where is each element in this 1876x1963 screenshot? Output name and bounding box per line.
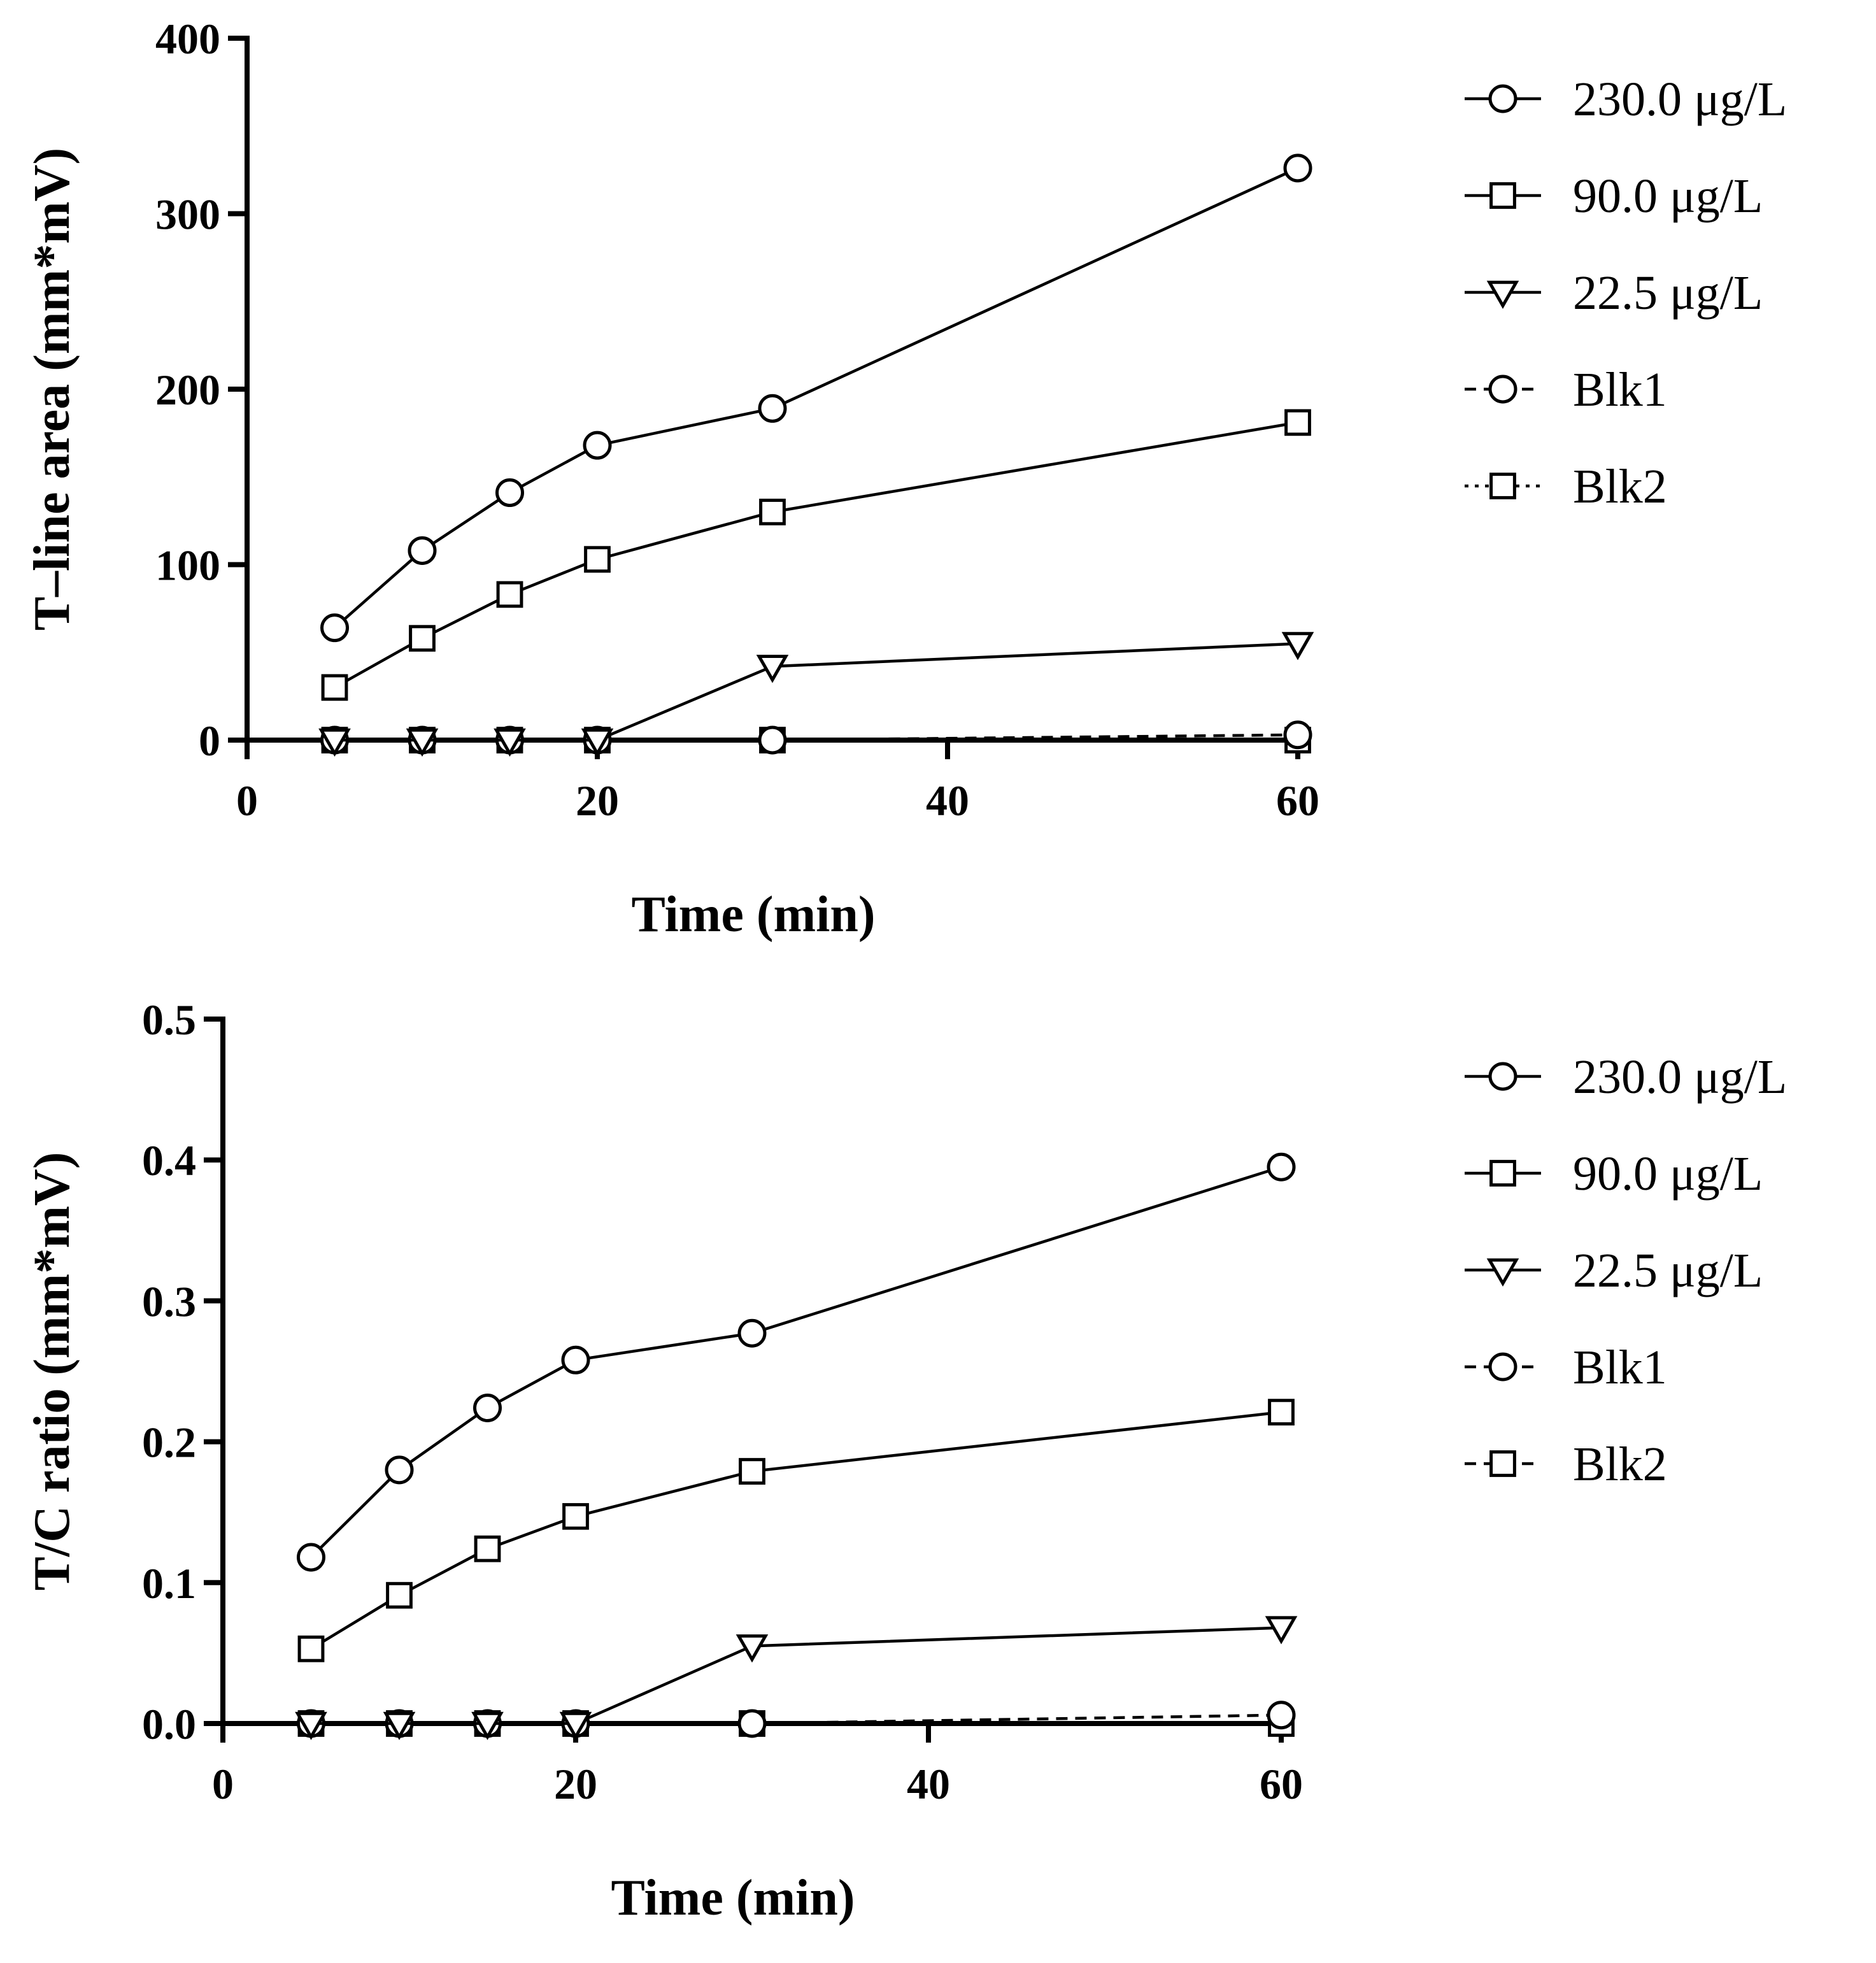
y-tick-label: 400	[155, 15, 220, 63]
data-point	[409, 625, 436, 652]
legend-marker-2	[1486, 280, 1519, 310]
legend-marker-0	[1488, 1062, 1517, 1091]
data-point	[759, 498, 786, 525]
data-point	[474, 1535, 501, 1562]
legend-marker-1	[1489, 182, 1516, 209]
data-point	[758, 394, 787, 423]
data-point	[1267, 1152, 1296, 1181]
y-tick-label: 0.1	[142, 1559, 196, 1608]
data-point	[406, 728, 439, 757]
data-point	[561, 1345, 590, 1374]
x-axis-title: Time (min)	[611, 1870, 855, 1926]
legend-marker-2	[1486, 1258, 1519, 1287]
y-tick-label: 0.4	[142, 1136, 196, 1185]
data-point	[1283, 153, 1312, 183]
x-tick-label: 0	[236, 776, 258, 825]
legend-label-2: 22.5 μg/L	[1573, 1244, 1763, 1297]
y-tick-label: 0	[199, 717, 220, 765]
data-point	[383, 1711, 416, 1741]
legend-marker-1	[1489, 1160, 1516, 1187]
data-point	[1268, 1399, 1295, 1426]
data-point	[295, 1711, 327, 1741]
data-point	[408, 536, 437, 565]
data-point	[758, 725, 787, 755]
legend-marker-0	[1488, 84, 1517, 113]
legend-label-0: 230.0 μg/L	[1573, 73, 1787, 126]
data-point	[1284, 409, 1311, 436]
x-tick-label: 0	[212, 1760, 234, 1808]
data-point	[583, 431, 612, 460]
data-point	[496, 581, 523, 608]
legend-label-3: Blk1	[1573, 363, 1667, 417]
series-line-0	[334, 166, 1298, 629]
legend-label-0: 230.0 μg/L	[1573, 1050, 1787, 1104]
legend-marker-3	[1488, 1352, 1517, 1381]
y-axis-title: T–line area (mm*mV)	[24, 148, 80, 631]
data-point	[320, 613, 349, 643]
y-tick-label: 0.2	[142, 1418, 196, 1467]
data-point	[297, 1635, 325, 1662]
legend-marker-4	[1489, 473, 1516, 499]
series-line-2	[334, 642, 1298, 742]
data-point	[297, 1543, 325, 1572]
series-line-1	[310, 1410, 1282, 1650]
x-tick-label: 60	[1276, 776, 1319, 825]
x-tick-label: 40	[907, 1760, 950, 1808]
data-point	[318, 728, 351, 757]
y-tick-label: 0.0	[142, 1700, 196, 1748]
y-tick-label: 0.5	[142, 996, 196, 1044]
data-point	[737, 1709, 767, 1738]
data-point	[735, 1634, 769, 1663]
series-line-2	[311, 1626, 1282, 1725]
legend-label-2: 22.5 μg/L	[1573, 266, 1763, 320]
data-point	[321, 674, 348, 701]
data-point	[471, 1711, 504, 1741]
data-point	[494, 728, 526, 757]
data-point	[495, 478, 524, 508]
data-point	[1265, 1616, 1298, 1645]
y-tick-label: 300	[155, 190, 220, 239]
data-point	[1283, 720, 1312, 750]
data-point	[385, 1455, 414, 1485]
data-point	[386, 1581, 413, 1609]
data-point	[1281, 632, 1314, 660]
series-line-1	[334, 421, 1298, 689]
data-point	[739, 1458, 765, 1485]
y-tick-label: 200	[155, 366, 220, 414]
data-point	[473, 1394, 502, 1423]
data-point	[559, 1711, 592, 1741]
legend-label-4: Blk2	[1573, 1438, 1667, 1491]
x-tick-label: 20	[554, 1760, 597, 1808]
legend-label-4: Blk2	[1573, 460, 1667, 513]
x-axis-title: Time (min)	[632, 887, 876, 943]
y-axis-title: T/C ratio (mm*mV)	[24, 1152, 80, 1591]
legend-marker-4	[1489, 1450, 1516, 1477]
x-tick-label: 60	[1260, 1760, 1303, 1808]
data-point	[737, 1318, 767, 1348]
series-line-0	[309, 1166, 1282, 1559]
x-tick-label: 40	[926, 776, 969, 825]
legend-label-1: 90.0 μg/L	[1573, 169, 1763, 223]
y-tick-label: 100	[155, 541, 220, 590]
data-point	[562, 1503, 589, 1530]
chart-t-line-area: 0 100 200 300 400 0 20 40 60 Time (min) T–line are…	[24, 15, 1787, 943]
x-tick-label: 20	[576, 776, 619, 825]
chart-tc-ratio: 0.0 0.1 0.2 0.3 0.4 0.5 0 20 40 60 Time (min) T/C r…	[24, 996, 1787, 1926]
legend-marker-3	[1488, 375, 1517, 404]
legend-label-1: 90.0 μg/L	[1573, 1147, 1763, 1201]
data-point	[1267, 1701, 1296, 1730]
data-point	[756, 655, 789, 683]
legend-label-3: Blk1	[1573, 1341, 1667, 1394]
data-point	[581, 728, 614, 757]
data-point	[584, 546, 611, 573]
y-tick-label: 0.3	[142, 1277, 196, 1325]
